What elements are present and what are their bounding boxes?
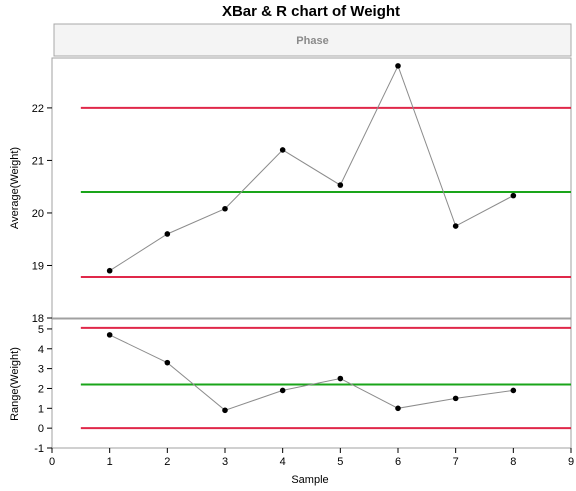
x-tick-label: 0: [49, 456, 55, 468]
xbar-series-line: [109, 64, 514, 272]
range-data-point: [106, 332, 113, 338]
xbar-y-tick-label: 21: [32, 155, 44, 167]
xbar-data-point: [395, 63, 401, 69]
chart-title: XBar & R chart of Weight: [222, 3, 400, 20]
x-axis: 0 1 2 3 4 5 6 7 8 9: [49, 448, 574, 468]
range-y-tick-label: 5: [38, 324, 44, 336]
range-data-point: [164, 359, 171, 366]
range-data-point: [279, 387, 286, 394]
range-y-tick-label: -1: [34, 443, 44, 455]
range-data-point: [222, 407, 228, 414]
xbar-y-tick-label: 20: [32, 208, 44, 220]
range-series-line: [109, 334, 514, 411]
xbar-data-point: [510, 192, 517, 199]
x-tick-label: 9: [568, 456, 574, 468]
range-data-point: [395, 405, 401, 412]
x-tick-label: 1: [107, 456, 113, 468]
phase-header: [53, 23, 572, 57]
range-data-point: [337, 375, 344, 382]
range-y-axis-title: Range(Weight): [9, 347, 21, 421]
range-y-tick-label: 2: [38, 383, 44, 395]
range-panel: -1 0 1 2 3 4 5: [34, 318, 572, 455]
xbar-data-point: [222, 205, 228, 212]
x-tick-label: 7: [453, 456, 459, 468]
range-y-tick-label: 3: [38, 364, 44, 376]
phase-label: Phase: [296, 35, 328, 47]
xbar-data-point: [106, 267, 113, 274]
x-tick-label: 2: [164, 456, 170, 468]
xbar-y-tick-label: 19: [32, 260, 44, 272]
xbar-plot-frame: [51, 57, 572, 319]
x-tick-label: 3: [222, 456, 228, 468]
range-data-point: [452, 395, 459, 402]
x-tick-label: 5: [337, 456, 343, 468]
range-y-tick-label: 4: [38, 344, 44, 356]
range-y-tick-label: 0: [38, 423, 44, 435]
xbar-data-point: [279, 147, 286, 153]
xbar-data-point: [164, 231, 171, 237]
xbar-y-tick-label: 18: [32, 313, 44, 325]
xbar-panel: 18 19 20 21 22: [32, 57, 572, 325]
x-tick-label: 6: [395, 456, 401, 468]
xbar-y-axis-title: Average(Weight): [9, 147, 21, 229]
x-tick-label: 4: [280, 456, 286, 468]
range-data-point: [510, 387, 517, 394]
x-tick-label: 8: [510, 456, 516, 468]
xbar-y-tick-label: 22: [32, 103, 44, 115]
x-axis-title: Sample: [291, 474, 328, 486]
range-y-tick-label: 1: [38, 403, 44, 415]
xbar-data-point: [452, 223, 459, 229]
xbar-data-point: [337, 182, 344, 188]
